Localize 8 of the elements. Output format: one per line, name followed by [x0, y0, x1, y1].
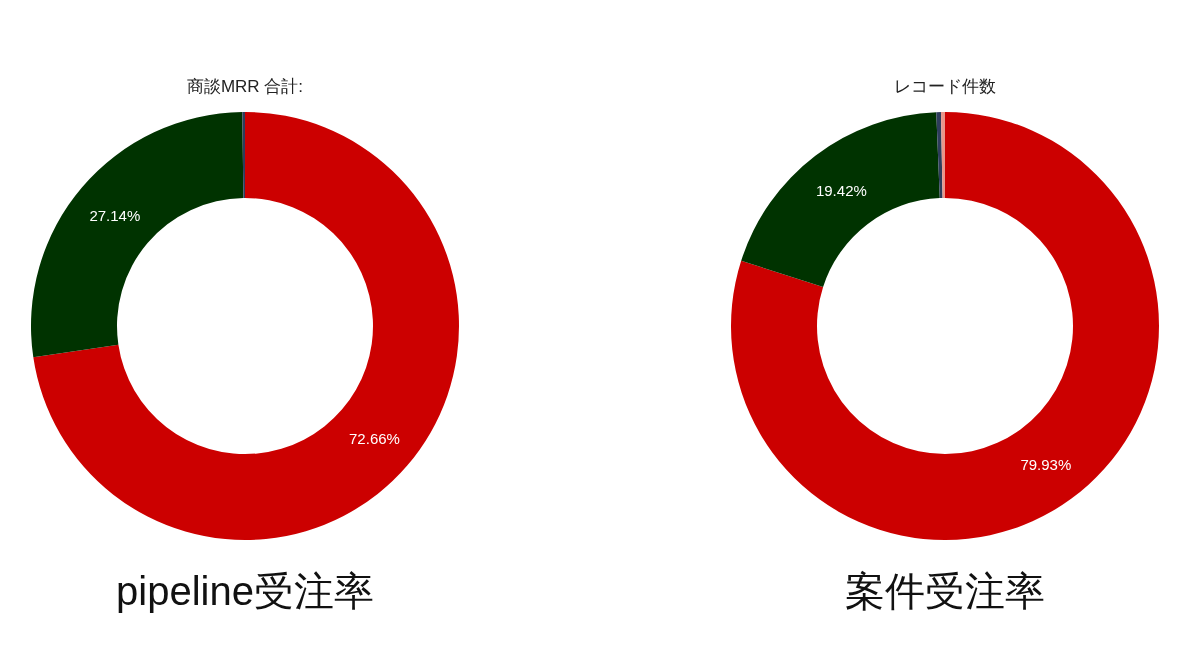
text: pipeline受注率: [116, 569, 374, 613]
data-label: 79.93%: [1020, 456, 1072, 474]
data-label: 19.42%: [815, 181, 867, 199]
text: 案件受注率: [845, 569, 1045, 613]
chart-subtitle: レコード件数: [894, 77, 996, 96]
data-label: 27.14%: [89, 207, 141, 225]
data-label: 72.66%: [349, 429, 400, 447]
chart-subtitle: 商談MRR 合計:: [186, 77, 304, 96]
